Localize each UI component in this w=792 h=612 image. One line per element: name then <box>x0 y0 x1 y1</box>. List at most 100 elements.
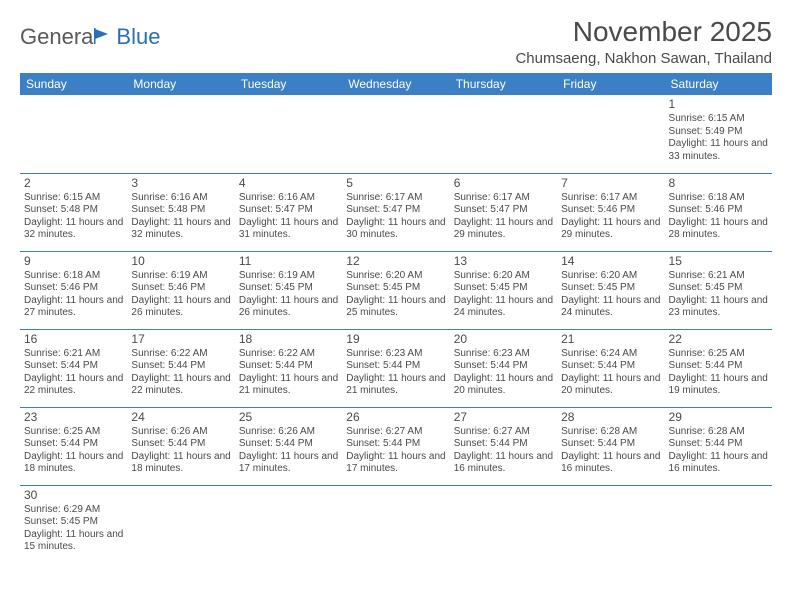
sunset: Sunset: 5:46 PM <box>561 204 660 217</box>
calendar-day: 13Sunrise: 6:20 AMSunset: 5:45 PMDayligh… <box>450 251 557 329</box>
day-info: Sunrise: 6:16 AMSunset: 5:48 PMDaylight:… <box>131 192 230 242</box>
day-number: 15 <box>669 254 768 269</box>
calendar-day-empty <box>342 485 449 563</box>
title-block: November 2025 Chumsaeng, Nakhon Sawan, T… <box>515 16 772 67</box>
daylight: Daylight: 11 hours and 24 minutes. <box>454 295 553 320</box>
sunrise: Sunrise: 6:16 AM <box>131 192 230 205</box>
sunrise: Sunrise: 6:26 AM <box>239 426 338 439</box>
day-header: Friday <box>557 73 664 95</box>
sunrise: Sunrise: 6:29 AM <box>24 504 123 517</box>
sunrise: Sunrise: 6:18 AM <box>24 270 123 283</box>
day-info: Sunrise: 6:24 AMSunset: 5:44 PMDaylight:… <box>561 348 660 398</box>
sunrise: Sunrise: 6:19 AM <box>239 270 338 283</box>
daylight: Daylight: 11 hours and 22 minutes. <box>24 373 123 398</box>
calendar-body: 1Sunrise: 6:15 AMSunset: 5:49 PM Daylight… <box>20 95 772 563</box>
sunset: Sunset: 5:44 PM <box>561 438 660 451</box>
location: Chumsaeng, Nakhon Sawan, Thailand <box>515 50 772 67</box>
daylight: Daylight: 11 hours and 31 minutes. <box>239 217 338 242</box>
sunset: Sunset: 5:44 PM <box>669 438 768 451</box>
day-number: 25 <box>239 410 338 425</box>
calendar-day: 1Sunrise: 6:15 AMSunset: 5:49 PMDaylight… <box>665 95 772 173</box>
day-info: Sunrise: 6:21 AMSunset: 5:45 PMDaylight:… <box>669 270 768 320</box>
calendar-day: 9Sunrise: 6:18 AMSunset: 5:46 PMDaylight… <box>20 251 127 329</box>
calendar-day: 3Sunrise: 6:16 AMSunset: 5:48 PMDaylight… <box>127 173 234 251</box>
daylight: Daylight: 11 hours and 29 minutes. <box>454 217 553 242</box>
calendar-day: 26Sunrise: 6:27 AMSunset: 5:44 PMDayligh… <box>342 407 449 485</box>
calendar-day: 6Sunrise: 6:17 AMSunset: 5:47 PMDaylight… <box>450 173 557 251</box>
calendar-week: 30Sunrise: 6:29 AMSunset: 5:45 PMDayligh… <box>20 485 772 563</box>
day-info: Sunrise: 6:15 AMSunset: 5:48 PMDaylight:… <box>24 192 123 242</box>
calendar-day: 17Sunrise: 6:22 AMSunset: 5:44 PMDayligh… <box>127 329 234 407</box>
calendar-day-empty <box>557 95 664 173</box>
day-info: Sunrise: 6:23 AMSunset: 5:44 PMDaylight:… <box>346 348 445 398</box>
calendar-day: 29Sunrise: 6:28 AMSunset: 5:44 PMDayligh… <box>665 407 772 485</box>
day-number: 29 <box>669 410 768 425</box>
sunset: Sunset: 5:44 PM <box>454 438 553 451</box>
sunrise: Sunrise: 6:28 AM <box>561 426 660 439</box>
day-number: 10 <box>131 254 230 269</box>
sunrise: Sunrise: 6:15 AM <box>669 113 768 126</box>
sunrise: Sunrise: 6:17 AM <box>561 192 660 205</box>
calendar-day: 2Sunrise: 6:15 AMSunset: 5:48 PMDaylight… <box>20 173 127 251</box>
sunrise: Sunrise: 6:21 AM <box>669 270 768 283</box>
calendar-day: 28Sunrise: 6:28 AMSunset: 5:44 PMDayligh… <box>557 407 664 485</box>
sunrise: Sunrise: 6:18 AM <box>669 192 768 205</box>
calendar-week: 9Sunrise: 6:18 AMSunset: 5:46 PMDaylight… <box>20 251 772 329</box>
calendar-week: 1Sunrise: 6:15 AMSunset: 5:49 PMDaylight… <box>20 95 772 173</box>
sunrise: Sunrise: 6:19 AM <box>131 270 230 283</box>
page: GeneraBlue November 2025 Chumsaeng, Nakh… <box>0 0 792 579</box>
calendar-day-empty <box>450 95 557 173</box>
calendar-day: 22Sunrise: 6:25 AMSunset: 5:44 PMDayligh… <box>665 329 772 407</box>
calendar-day-empty <box>342 95 449 173</box>
sunset: Sunset: 5:47 PM <box>239 204 338 217</box>
sunset: Sunset: 5:44 PM <box>131 360 230 373</box>
day-number: 8 <box>669 176 768 191</box>
month-title: November 2025 <box>515 16 772 48</box>
sunset: Sunset: 5:44 PM <box>669 360 768 373</box>
sunset: Sunset: 5:49 PM <box>669 126 768 139</box>
sunrise: Sunrise: 6:23 AM <box>454 348 553 361</box>
day-number: 23 <box>24 410 123 425</box>
daylight: Daylight: 11 hours and 20 minutes. <box>454 373 553 398</box>
day-number: 7 <box>561 176 660 191</box>
daylight: Daylight: 11 hours and 17 minutes. <box>239 451 338 476</box>
sunrise: Sunrise: 6:17 AM <box>346 192 445 205</box>
calendar-day: 21Sunrise: 6:24 AMSunset: 5:44 PMDayligh… <box>557 329 664 407</box>
daylight: Daylight: 11 hours and 32 minutes. <box>24 217 123 242</box>
sunrise: Sunrise: 6:20 AM <box>454 270 553 283</box>
calendar-day: 15Sunrise: 6:21 AMSunset: 5:45 PMDayligh… <box>665 251 772 329</box>
day-number: 27 <box>454 410 553 425</box>
daylight: Daylight: 11 hours and 32 minutes. <box>131 217 230 242</box>
sunrise: Sunrise: 6:22 AM <box>239 348 338 361</box>
sunrise: Sunrise: 6:20 AM <box>346 270 445 283</box>
day-number: 14 <box>561 254 660 269</box>
calendar-week: 2Sunrise: 6:15 AMSunset: 5:48 PMDaylight… <box>20 173 772 251</box>
logo: GeneraBlue <box>20 16 160 50</box>
daylight: Daylight: 11 hours and 21 minutes. <box>239 373 338 398</box>
day-number: 21 <box>561 332 660 347</box>
calendar-day-empty <box>557 485 664 563</box>
daylight: Daylight: 11 hours and 28 minutes. <box>669 217 768 242</box>
day-number: 6 <box>454 176 553 191</box>
calendar-day-empty <box>235 485 342 563</box>
flag-icon <box>94 24 114 50</box>
calendar-day-empty <box>450 485 557 563</box>
day-info: Sunrise: 6:23 AMSunset: 5:44 PMDaylight:… <box>454 348 553 398</box>
calendar-day: 19Sunrise: 6:23 AMSunset: 5:44 PMDayligh… <box>342 329 449 407</box>
sunset: Sunset: 5:44 PM <box>346 438 445 451</box>
sunset: Sunset: 5:44 PM <box>561 360 660 373</box>
day-headers-row: SundayMondayTuesdayWednesdayThursdayFrid… <box>20 73 772 95</box>
day-info: Sunrise: 6:17 AMSunset: 5:47 PMDaylight:… <box>346 192 445 242</box>
calendar-day-empty <box>665 485 772 563</box>
sunrise: Sunrise: 6:23 AM <box>346 348 445 361</box>
daylight: Daylight: 11 hours and 18 minutes. <box>131 451 230 476</box>
day-header: Saturday <box>665 73 772 95</box>
calendar-day: 4Sunrise: 6:16 AMSunset: 5:47 PMDaylight… <box>235 173 342 251</box>
sunrise: Sunrise: 6:24 AM <box>561 348 660 361</box>
day-number: 3 <box>131 176 230 191</box>
day-number: 19 <box>346 332 445 347</box>
sunset: Sunset: 5:45 PM <box>561 282 660 295</box>
daylight: Daylight: 11 hours and 30 minutes. <box>346 217 445 242</box>
day-header: Thursday <box>450 73 557 95</box>
day-number: 1 <box>669 97 768 112</box>
